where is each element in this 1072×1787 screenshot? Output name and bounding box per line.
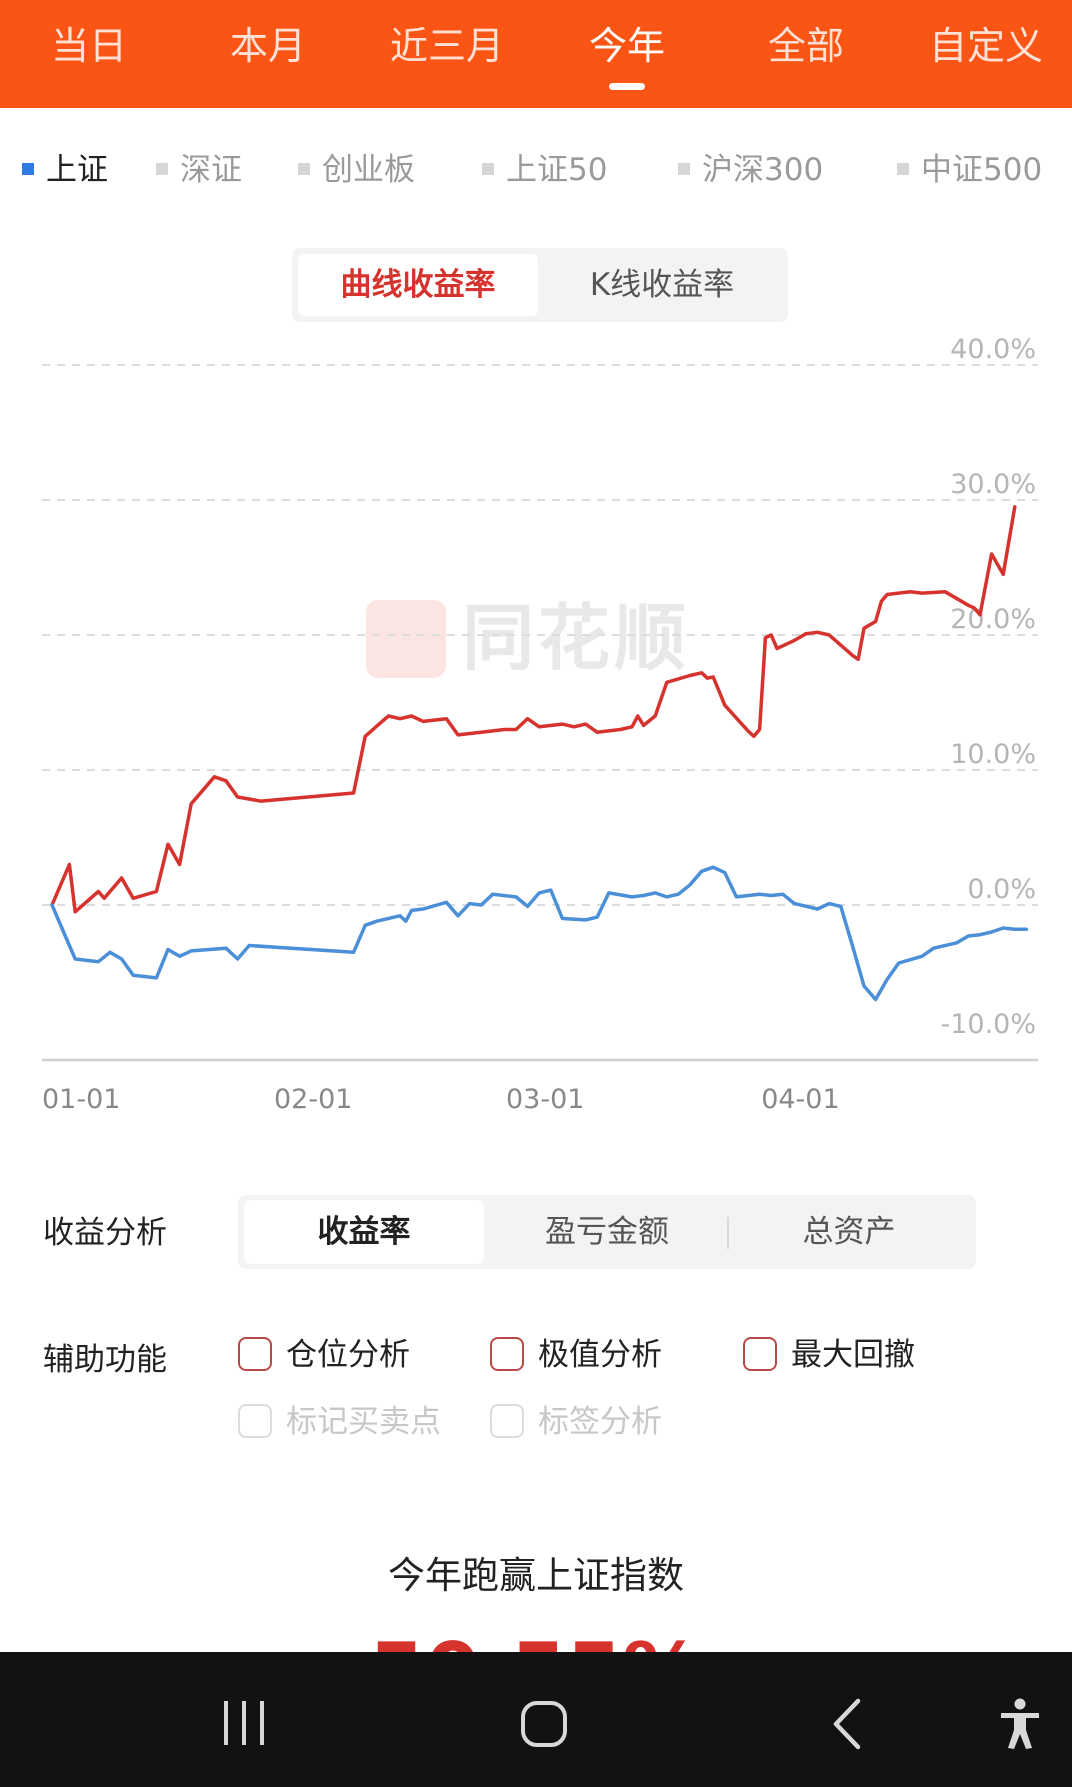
system-navigation-bar — [0, 1652, 1072, 1787]
legend-square-icon — [482, 162, 494, 175]
home-icon[interactable] — [520, 1700, 568, 1748]
tab-today[interactable]: 当日 — [50, 24, 128, 68]
y-tick-label: 30.0% — [950, 469, 1036, 500]
index-return-line — [50, 865, 1029, 1002]
recent-apps-icon[interactable] — [222, 1700, 266, 1746]
y-tick-label: 40.0% — [950, 334, 1036, 365]
index-csi500[interactable]: 中证500 — [897, 140, 1042, 200]
y-tick-label: 10.0% — [950, 739, 1036, 770]
extreme-analysis-checkbox[interactable]: 极值分析 — [490, 1333, 662, 1377]
analysis-pnl-amount-option[interactable]: 盈亏金额 — [545, 1214, 669, 1250]
analysis-label: 收益分析 — [43, 1215, 167, 1251]
legend-square-icon — [897, 162, 909, 175]
tab-custom[interactable]: 自定义 — [928, 24, 1044, 68]
analysis-toggle: 收益率 盈亏金额 总资产 — [238, 1195, 976, 1269]
portfolio-return-line — [50, 505, 1017, 914]
chart-mode-toggle: 曲线收益率 K线收益率 — [292, 248, 788, 322]
x-tick-label: 04-01 — [761, 1084, 839, 1115]
checkbox-box — [238, 1336, 272, 1371]
index-shanghai[interactable]: 上证 — [22, 140, 108, 200]
mark-trade-points-checkbox[interactable]: 标记买卖点 — [238, 1400, 441, 1444]
watermark-logo-icon — [366, 600, 446, 678]
index-chinext[interactable]: 创业板 — [298, 140, 415, 200]
legend-square-icon — [678, 162, 690, 175]
analysis-return-rate-option[interactable]: 收益率 — [244, 1200, 484, 1264]
index-selector: 上证 深证 创业板 上证50 沪深300 中证500 — [0, 140, 1072, 200]
tag-analysis-checkbox[interactable]: 标签分析 — [490, 1400, 662, 1444]
x-tick-label: 03-01 — [506, 1084, 584, 1115]
x-tick-label: 02-01 — [274, 1084, 352, 1115]
max-drawdown-checkbox[interactable]: 最大回撤 — [743, 1333, 915, 1377]
watermark-text: 同花顺 — [462, 596, 691, 680]
back-icon[interactable] — [830, 1698, 866, 1750]
kline-return-option[interactable]: K线收益率 — [589, 267, 735, 303]
x-tick-label: 01-01 — [42, 1084, 120, 1115]
y-tick-label: -10.0% — [940, 1009, 1036, 1040]
position-analysis-checkbox[interactable]: 仓位分析 — [238, 1333, 410, 1377]
checkbox-box — [743, 1336, 777, 1371]
checkbox-box — [490, 1336, 524, 1371]
period-tab-bar: 当日 本月 近三月 今年 全部 自定义 — [0, 0, 1072, 108]
return-chart[interactable]: 同花顺 40.0% 30.0% 20.0% 10.0% 0.0% -10.0% 01-01 0… — [0, 330, 1072, 1130]
checkbox-box — [238, 1403, 272, 1438]
legend-square-icon — [298, 162, 310, 175]
y-tick-label: 20.0% — [950, 604, 1036, 635]
index-csi300[interactable]: 沪深300 — [678, 140, 823, 200]
checkbox-box — [490, 1403, 524, 1438]
index-shenzhen[interactable]: 深证 — [156, 140, 242, 200]
curve-return-option[interactable]: 曲线收益率 — [298, 254, 538, 316]
accessibility-icon[interactable] — [998, 1698, 1042, 1750]
tab-all[interactable]: 全部 — [767, 24, 845, 68]
tab-this-year[interactable]: 今年 — [588, 24, 666, 68]
active-tab-indicator — [609, 83, 645, 90]
tab-this-month[interactable]: 本月 — [229, 24, 307, 68]
y-tick-label: 0.0% — [967, 874, 1036, 905]
legend-square-icon — [22, 162, 34, 175]
index-sse50[interactable]: 上证50 — [482, 140, 607, 200]
chart-svg: 40.0% 30.0% 20.0% 10.0% 0.0% -10.0% 01-01 02-01… — [42, 334, 1038, 1115]
analysis-total-assets-option[interactable]: 总资产 — [802, 1214, 896, 1250]
aux-label: 辅助功能 — [43, 1342, 167, 1378]
beat-index-title: 今年跑赢上证指数 — [388, 1554, 684, 1597]
legend-square-icon — [156, 162, 168, 175]
toggle-divider — [727, 1217, 729, 1249]
tab-last-three-months[interactable]: 近三月 — [389, 24, 505, 68]
